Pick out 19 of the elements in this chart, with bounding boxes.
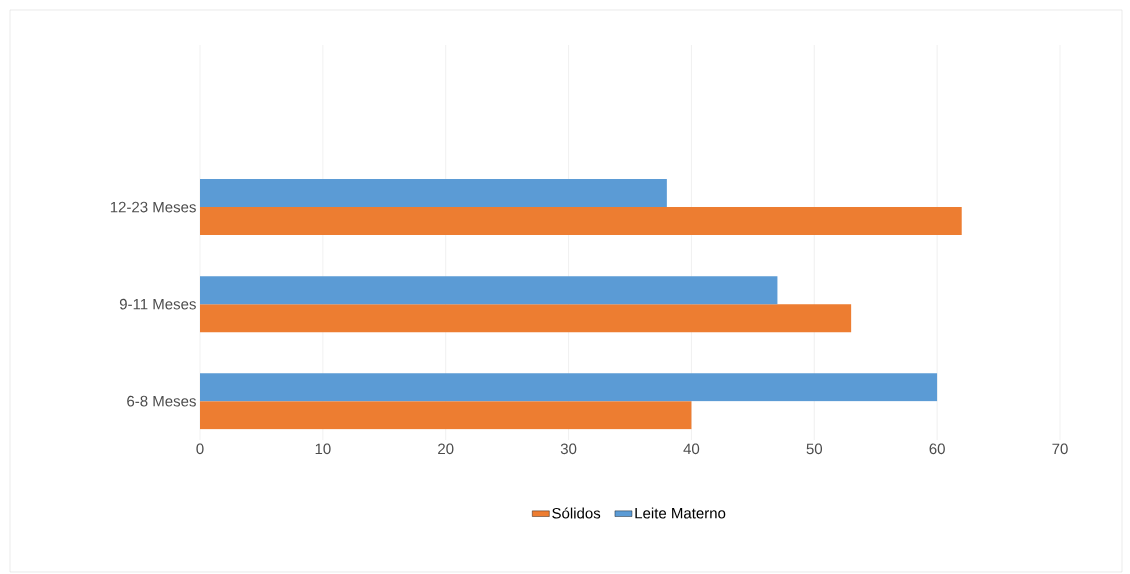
x-tick-label: 30	[560, 443, 577, 455]
bar	[200, 304, 852, 333]
bar	[200, 373, 938, 402]
bar	[200, 401, 692, 430]
y-tick-label: 12-23 Meses	[110, 201, 196, 213]
x-tick-label: 0	[196, 443, 204, 455]
x-tick-label: 20	[438, 443, 454, 455]
x-tick-label: 40	[683, 443, 700, 455]
legend-label: Leite Materno	[635, 507, 726, 519]
bar	[200, 179, 667, 208]
y-tick-label: 6-8 Meses	[127, 395, 196, 407]
bar	[200, 276, 778, 305]
x-tick-label: 50	[806, 443, 823, 455]
x-tick-label: 60	[929, 443, 945, 455]
x-tick-label: 70	[1052, 443, 1068, 455]
legend-label: Sólidos	[552, 507, 601, 519]
y-tick-label: 9-11 Meses	[119, 298, 196, 310]
bar	[200, 207, 962, 236]
x-tick-label: 10	[315, 443, 331, 455]
